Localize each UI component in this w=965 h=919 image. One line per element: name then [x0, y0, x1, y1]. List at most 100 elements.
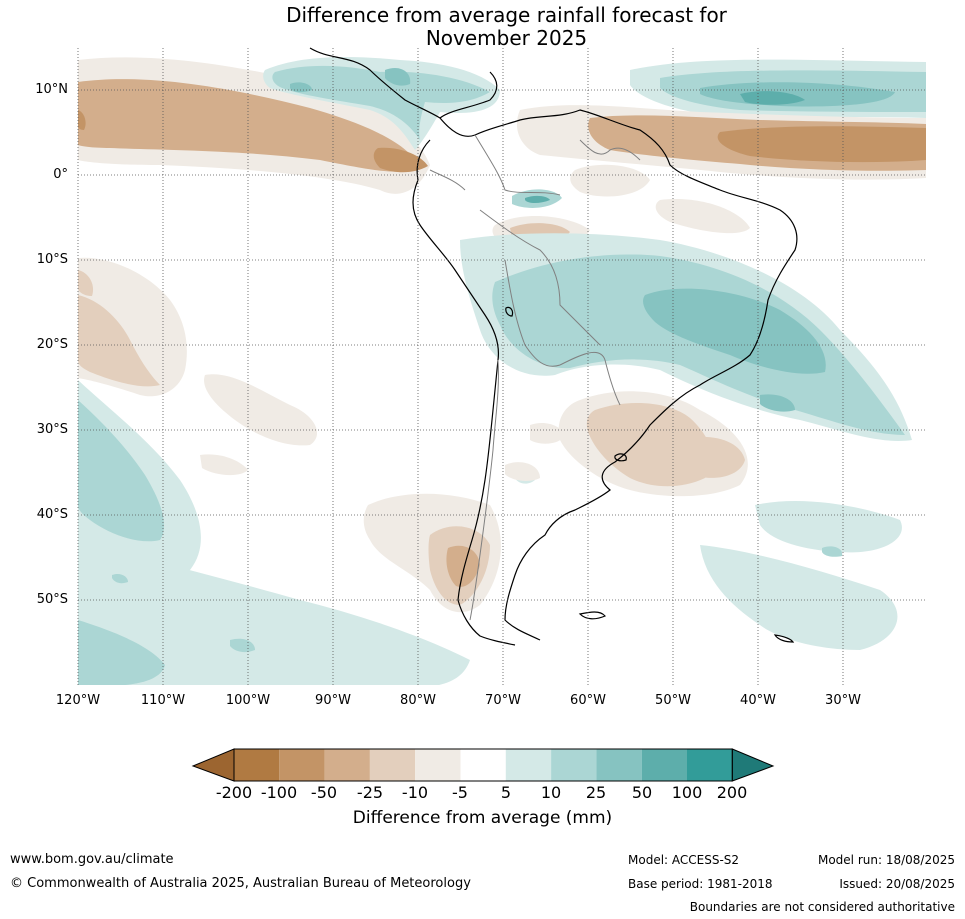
footer-issued: Issued: 20/08/2025 [839, 877, 955, 891]
border-peru-bolivia [504, 259, 561, 367]
lat-label-10s: 10°S [36, 252, 68, 267]
dry-region-southeast-pacific-mid [78, 295, 160, 387]
coastline-caribbean-south-america [439, 109, 798, 641]
colorbar-bin-4 [369, 749, 416, 781]
lon-label-80w: 80°W [400, 693, 436, 708]
lon-label-120w: 120°W [55, 693, 101, 708]
colorbar-bin-9 [596, 749, 642, 781]
lon-label-110w: 110°W [140, 693, 186, 708]
colorbar-tick-minus-100: -100 [260, 783, 298, 802]
colorbar-tick-10: 10 [540, 783, 562, 802]
border-argentina-chile [469, 359, 499, 621]
title-line-1: Difference from average rainfall forecas… [286, 3, 727, 27]
lat-label-20s: 20°S [36, 337, 68, 352]
dry-region-patagonia-core [446, 545, 480, 587]
lat-label-40s: 40°S [36, 507, 68, 522]
country-borders [429, 134, 641, 621]
border-paraguay [559, 351, 621, 406]
border-ecuador [429, 169, 466, 191]
colorbar-tick-200: 200 [716, 783, 748, 802]
gridlines [77, 48, 926, 685]
coastline-pacific-south-america [412, 139, 516, 646]
dry-region-south-atlantic [677, 436, 745, 478]
colorbar-bin-5 [415, 749, 461, 781]
colorbar-tick-minus-200: -200 [215, 783, 253, 802]
wet-region-north-atlantic-peak [740, 91, 805, 105]
anomaly-fields [78, 57, 926, 685]
colorbar-tick-minus-50: -50 [310, 783, 338, 802]
dry-region-eastern-pacific-mid [78, 79, 420, 172]
border-brazil-west [479, 209, 601, 346]
colorbar-tick-minus-10: -10 [401, 783, 429, 802]
map-title: Difference from average rainfall forecas… [0, 4, 965, 50]
wet-patch-far-south-atlantic [700, 545, 898, 650]
footer-website-link[interactable]: www.bom.gov.au/climate [10, 852, 174, 867]
dry-region-la-plata-mid [586, 403, 713, 487]
lon-label-90w: 90°W [315, 693, 351, 708]
colorbar-bin-3 [324, 749, 370, 781]
wet-patch-amazon-core [525, 195, 550, 203]
colorbar-tick-5: 5 [500, 783, 512, 802]
lat-label-30s: 30°S [36, 422, 68, 437]
footer-copyright: © Commonwealth of Australia 2025, Austra… [10, 876, 471, 891]
colorbar-tick-50: 50 [631, 783, 653, 802]
wet-patch-pacific-southeast [230, 638, 255, 653]
colorbar-bin-11 [687, 749, 733, 781]
footer-boundaries-note: Boundaries are not considered authoritat… [689, 900, 955, 914]
colorbar-extend-low [191, 748, 235, 782]
dry-region-eastern-pacific-core [373, 147, 428, 173]
border-guianas [579, 139, 641, 161]
wet-region-brazil-core-south [760, 394, 795, 412]
border-colombia-venezuela [474, 134, 561, 196]
wet-region-southwest-pacific [78, 540, 470, 685]
colorbar-bin-7 [505, 749, 552, 781]
lon-label-60w: 60°W [570, 693, 606, 708]
dry-region-pacific-edge [78, 110, 86, 130]
dry-patch-pacific-central [204, 374, 318, 446]
dry-patch-pacific-east [200, 454, 248, 476]
wet-region-caribbean-core [385, 67, 411, 86]
coastlines [309, 47, 798, 646]
title-line-2: November 2025 [425, 26, 588, 50]
colorbar [191, 748, 775, 782]
colorbar-tick-25: 25 [585, 783, 607, 802]
lon-label-70w: 70°W [485, 693, 521, 708]
colorbar-bin-6 [460, 749, 506, 781]
lon-label-40w: 40°W [740, 693, 776, 708]
colorbar-tick-minus-25: -25 [356, 783, 384, 802]
lon-label-30w: 30°W [825, 693, 861, 708]
footer-model: Model: ACCESS-S2 [628, 853, 740, 867]
wet-patch-south-atlantic [755, 500, 902, 553]
dry-patch-pacific-south-east [505, 462, 540, 481]
coastline-lake-titicaca [505, 306, 514, 317]
colorbar-title: Difference from average (mm) [352, 808, 613, 828]
coastline-central-america [309, 47, 498, 119]
lon-label-100w: 100°W [225, 693, 271, 708]
colorbar-extend-high [731, 748, 775, 782]
wet-region-southwest-pacific-core [78, 620, 165, 685]
colorbar-frame [233, 748, 733, 782]
lat-label-0: 0° [53, 167, 68, 182]
lon-label-50w: 50°W [655, 693, 691, 708]
colorbar-bin-10 [641, 749, 687, 781]
coastline-lake-patos [614, 453, 627, 462]
colorbar-bin-2 [279, 749, 325, 781]
dry-region-equatorial-atlantic-core [717, 126, 926, 163]
wet-region-south-pacific-mid [78, 400, 165, 542]
colorbar-bin-1 [234, 749, 280, 781]
dry-patch-northeast-brazil [655, 199, 750, 234]
footer-base-period: Base period: 1981-2018 [628, 877, 773, 891]
dry-patch-pacific-south [78, 270, 94, 296]
wet-region-brazil-mid [492, 254, 905, 435]
footer-model-run: Model run: 18/08/2025 [817, 853, 955, 867]
colorbar-tick-100: 100 [671, 783, 703, 802]
wet-patch-pacific-small [112, 573, 128, 584]
coastline-south-georgia [773, 634, 795, 643]
colorbar-tick-minus-5: -5 [452, 783, 468, 802]
colorbar-bin-8 [551, 749, 597, 781]
coastline-falklands [578, 611, 606, 620]
lat-label-10n: 10°N [35, 82, 68, 97]
lat-label-50s: 50°S [36, 592, 68, 607]
dry-region-argentina [530, 423, 565, 444]
